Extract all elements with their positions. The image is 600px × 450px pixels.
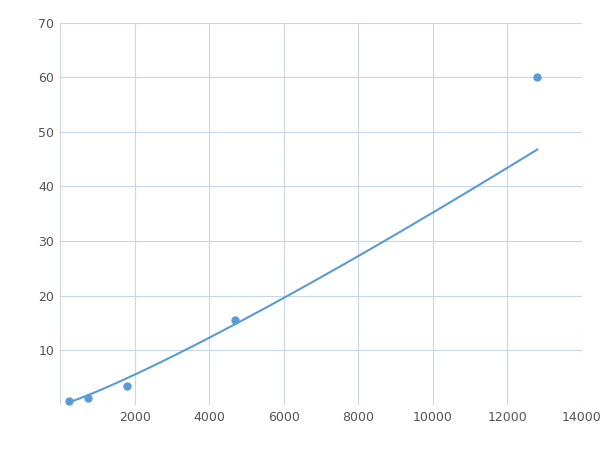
Point	[230, 317, 240, 324]
Point	[122, 382, 132, 390]
Point	[532, 73, 542, 81]
Point	[65, 397, 74, 404]
Point	[83, 395, 93, 402]
